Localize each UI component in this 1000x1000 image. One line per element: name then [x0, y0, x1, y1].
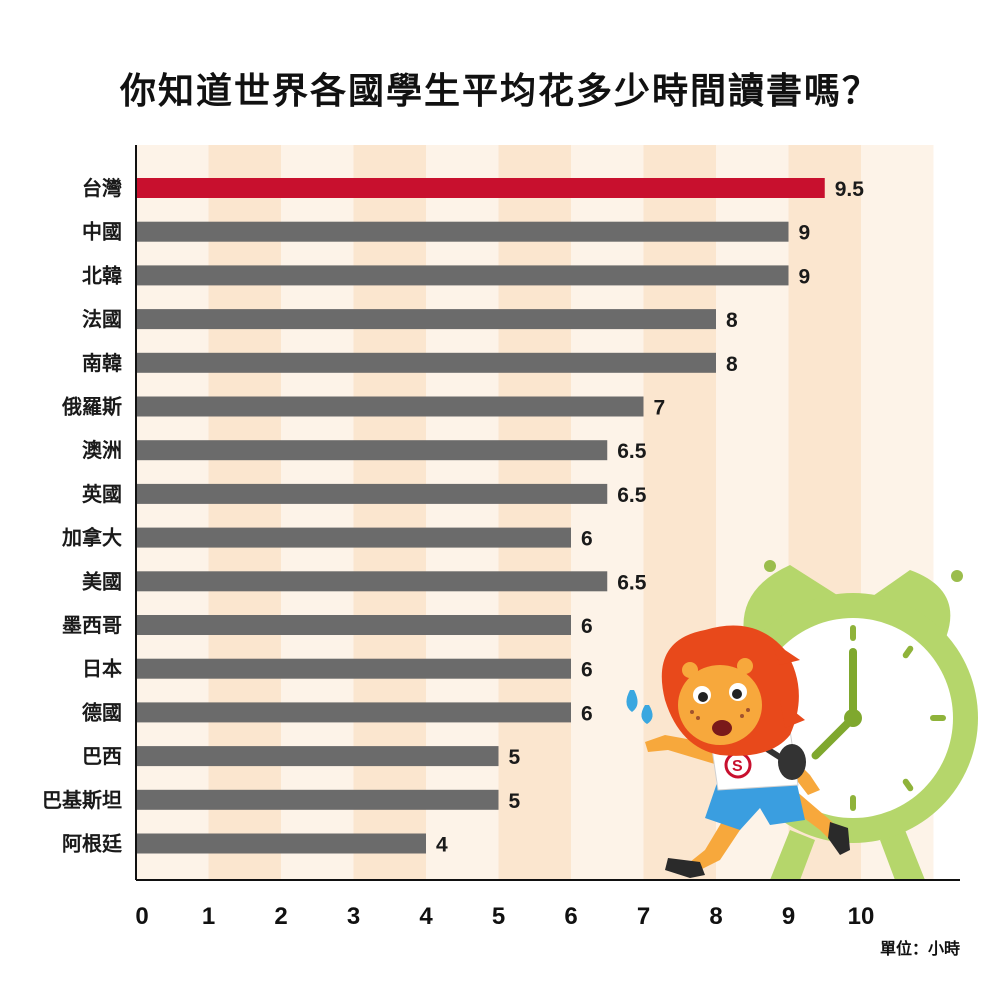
x-tick-label-4: 4: [419, 903, 433, 930]
bar-6: [136, 440, 608, 461]
category-label-15: 阿根廷: [62, 832, 123, 856]
bar-14: [136, 789, 499, 810]
running-lion-icon: S: [626, 625, 850, 878]
category-label-12: 德國: [82, 700, 122, 724]
value-label-0: 9.5: [835, 178, 865, 201]
band-3: [353, 145, 426, 880]
band-1: [208, 145, 281, 880]
x-tick-label-6: 6: [564, 903, 577, 930]
value-label-11: 6: [581, 659, 593, 682]
value-label-5: 7: [654, 397, 666, 420]
bar-13: [136, 746, 499, 767]
category-label-3: 法國: [82, 307, 122, 331]
bar-2: [136, 265, 789, 286]
x-tick-label-9: 9: [782, 903, 795, 930]
bar-4: [136, 352, 716, 373]
value-label-9: 6.5: [617, 571, 647, 594]
category-label-13: 巴西: [82, 744, 122, 768]
band-7: [643, 145, 716, 880]
category-label-14: 巴基斯坦: [42, 788, 122, 812]
bars-group: [136, 178, 825, 854]
value-label-4: 8: [726, 353, 738, 376]
bar-0: [136, 178, 825, 198]
category-label-10: 墨西哥: [62, 613, 122, 637]
value-label-12: 6: [581, 702, 593, 725]
unit-label: 單位：小時: [879, 939, 960, 958]
value-labels: 9.5 9 9 8 8 7 6.5 6.5 6 6.5 6 6 6 5 5 4: [436, 178, 864, 857]
value-label-15: 4: [436, 834, 448, 857]
x-tick-label-7: 7: [637, 903, 650, 930]
value-label-8: 6: [581, 528, 593, 551]
bar-8: [136, 527, 571, 548]
value-label-14: 5: [509, 790, 521, 813]
bar-9: [136, 571, 608, 592]
band-6: [571, 145, 644, 880]
axes: [135, 145, 960, 881]
value-label-10: 6: [581, 615, 593, 638]
x-tick-label-0: 0: [135, 903, 148, 930]
bar-15: [136, 833, 426, 854]
x-tick-label-1: 1: [202, 903, 215, 930]
bar-3: [136, 309, 716, 330]
band-4: [426, 145, 499, 880]
bar-7: [136, 483, 608, 504]
bar-11: [136, 658, 571, 679]
x-tick-label-8: 8: [709, 903, 722, 930]
x-tick-label-5: 5: [492, 903, 505, 930]
value-label-6: 6.5: [617, 440, 647, 463]
x-tick-label-10: 10: [848, 903, 875, 930]
bar-12: [136, 702, 571, 723]
bar-10: [136, 615, 571, 635]
category-label-8: 加拿大: [61, 526, 122, 550]
value-label-2: 9: [799, 265, 811, 288]
x-tick-label-2: 2: [274, 903, 287, 930]
category-label-0: 台灣: [82, 176, 122, 200]
category-label-4: 南韓: [82, 351, 122, 375]
category-label-7: 英國: [82, 482, 122, 506]
band-0: [136, 145, 209, 880]
value-label-13: 5: [509, 746, 521, 769]
band-5: [498, 145, 571, 880]
svg-text:S: S: [732, 758, 743, 775]
bar-5: [136, 396, 644, 417]
chart-title: 你知道世界各國學生平均花多少時間讀書嗎？: [119, 71, 880, 112]
category-label-5: 俄羅斯: [61, 395, 122, 419]
category-label-6: 澳洲: [82, 438, 122, 462]
x-tick-labels: 0 1 2 3 4 5 6 7 8 9 10: [135, 903, 874, 930]
category-label-2: 北韓: [82, 263, 122, 287]
value-label-3: 8: [726, 309, 738, 332]
x-tick-label-3: 3: [347, 903, 360, 930]
value-label-7: 6.5: [617, 484, 647, 507]
category-label-1: 中國: [82, 220, 122, 244]
category-label-11: 日本: [82, 657, 122, 681]
band-2: [281, 145, 354, 880]
category-label-9: 美國: [82, 569, 122, 593]
bar-1: [136, 221, 789, 242]
value-label-1: 9: [799, 222, 811, 245]
